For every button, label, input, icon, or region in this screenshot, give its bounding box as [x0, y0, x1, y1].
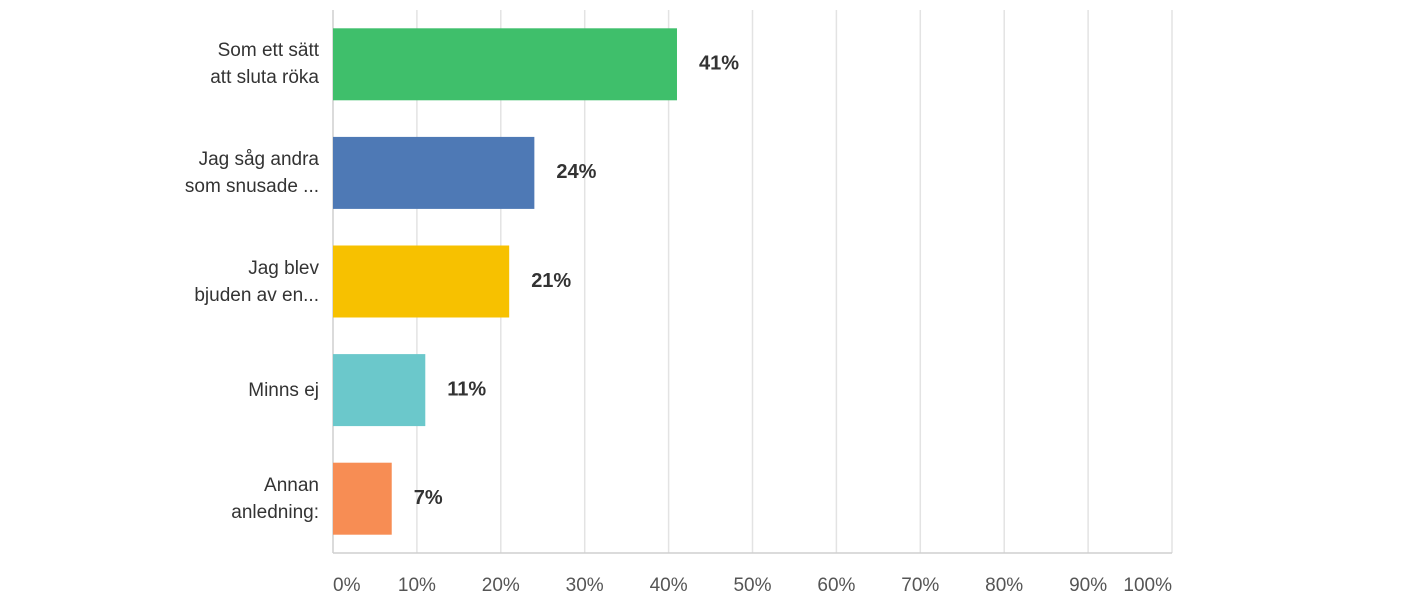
value-label: 24% — [556, 161, 596, 183]
x-tick-label: 20% — [482, 575, 520, 596]
x-tick-label: 40% — [650, 575, 688, 596]
x-tick-label: 80% — [985, 575, 1023, 596]
x-tick-label: 0% — [333, 575, 361, 596]
x-tick-label: 30% — [566, 575, 604, 596]
bar — [333, 462, 392, 535]
x-tick-label: 90% — [1069, 575, 1107, 596]
value-label: 21% — [531, 270, 571, 292]
x-tick-label: 10% — [398, 575, 436, 596]
value-label: 11% — [447, 378, 486, 400]
category-label: Minns ej — [248, 379, 319, 401]
value-label: 7% — [414, 487, 443, 509]
x-tick-label: 50% — [733, 575, 771, 596]
category-label: Jag såg andra som snusade ... — [184, 148, 319, 197]
x-tick-label: 60% — [817, 575, 855, 596]
bar — [333, 28, 677, 101]
x-tick-label: 70% — [901, 575, 939, 596]
bar — [333, 354, 426, 427]
category-label: Jag blev bjuden av en... — [194, 257, 319, 306]
value-label: 41% — [699, 53, 739, 75]
bar — [333, 245, 510, 318]
category-label: Annan anledning: — [231, 474, 319, 523]
bar — [333, 136, 535, 209]
category-label: Som ett sätt att sluta röka — [210, 40, 319, 89]
x-tick-label: 100% — [1123, 575, 1172, 596]
